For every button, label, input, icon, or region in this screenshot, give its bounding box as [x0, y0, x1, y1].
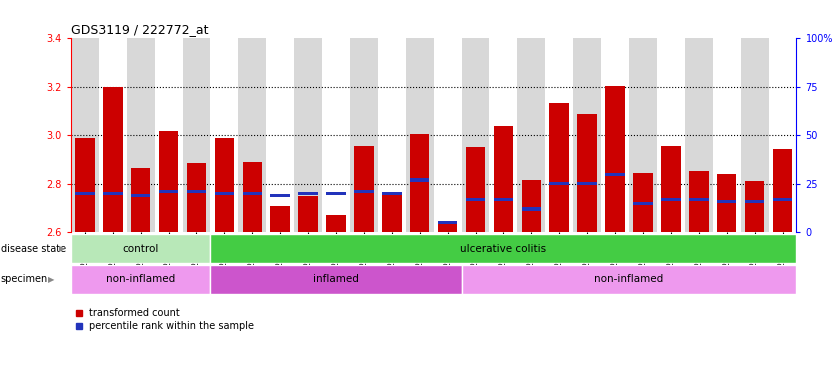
Bar: [214, 192, 234, 195]
Bar: [187, 190, 206, 193]
Bar: [266, 38, 294, 232]
Bar: [158, 190, 178, 193]
Bar: [550, 182, 569, 185]
Bar: [127, 38, 154, 232]
Bar: [322, 38, 350, 232]
Bar: [243, 192, 262, 195]
Bar: [243, 162, 262, 232]
Bar: [158, 131, 178, 232]
Bar: [71, 38, 98, 232]
Bar: [210, 265, 461, 294]
Bar: [577, 182, 597, 185]
Bar: [131, 168, 150, 232]
Bar: [410, 179, 430, 182]
Bar: [773, 198, 792, 201]
Bar: [717, 174, 736, 232]
Bar: [75, 138, 94, 232]
Bar: [131, 194, 150, 197]
Bar: [741, 38, 769, 232]
Text: control: control: [123, 243, 158, 254]
Bar: [605, 86, 625, 232]
Bar: [187, 163, 206, 232]
Text: disease state: disease state: [1, 243, 66, 254]
Text: non-inflamed: non-inflamed: [595, 274, 664, 285]
Text: specimen: specimen: [1, 274, 48, 285]
Bar: [326, 215, 346, 232]
Bar: [769, 38, 796, 232]
Bar: [550, 103, 569, 232]
Bar: [661, 198, 681, 201]
Bar: [689, 170, 709, 232]
Bar: [745, 181, 765, 232]
Bar: [210, 234, 796, 263]
Bar: [183, 38, 210, 232]
Bar: [270, 206, 290, 232]
Bar: [661, 146, 681, 232]
Bar: [71, 265, 210, 294]
Bar: [657, 38, 685, 232]
Bar: [438, 221, 457, 224]
Bar: [434, 38, 461, 232]
Bar: [103, 87, 123, 232]
Bar: [545, 38, 573, 232]
Bar: [717, 200, 736, 203]
Bar: [521, 180, 541, 232]
Bar: [494, 198, 513, 201]
Bar: [573, 38, 601, 232]
Bar: [517, 38, 545, 232]
Bar: [406, 38, 434, 232]
Bar: [465, 198, 485, 201]
Bar: [103, 192, 123, 195]
Bar: [354, 190, 374, 193]
Text: inflamed: inflamed: [313, 274, 359, 285]
Bar: [299, 196, 318, 232]
Bar: [378, 38, 406, 232]
Bar: [154, 38, 183, 232]
Bar: [461, 38, 490, 232]
Bar: [270, 194, 290, 197]
Bar: [75, 192, 94, 195]
Bar: [494, 126, 513, 232]
Text: GDS3119 / 222772_at: GDS3119 / 222772_at: [71, 23, 208, 36]
Bar: [605, 172, 625, 176]
Bar: [490, 38, 517, 232]
Bar: [689, 198, 709, 201]
Text: ulcerative colitis: ulcerative colitis: [460, 243, 546, 254]
Bar: [633, 173, 653, 232]
Text: ▶: ▶: [48, 275, 54, 284]
Bar: [326, 192, 346, 195]
Bar: [629, 38, 657, 232]
Text: ▶: ▶: [59, 244, 66, 253]
Bar: [410, 134, 430, 232]
Bar: [633, 202, 653, 205]
Bar: [294, 38, 322, 232]
Bar: [350, 38, 378, 232]
Text: non-inflamed: non-inflamed: [106, 274, 175, 285]
Legend: transformed count, percentile rank within the sample: transformed count, percentile rank withi…: [76, 308, 254, 331]
Bar: [354, 146, 374, 232]
Bar: [438, 224, 457, 232]
Bar: [461, 265, 796, 294]
Bar: [98, 38, 127, 232]
Bar: [713, 38, 741, 232]
Bar: [601, 38, 629, 232]
Bar: [210, 38, 239, 232]
Bar: [577, 114, 597, 232]
Bar: [382, 192, 402, 232]
Bar: [521, 207, 541, 211]
Bar: [745, 200, 765, 203]
Bar: [299, 192, 318, 195]
Bar: [239, 38, 266, 232]
Bar: [685, 38, 713, 232]
Bar: [773, 149, 792, 232]
Bar: [465, 147, 485, 232]
Bar: [382, 192, 402, 195]
Bar: [214, 138, 234, 232]
Bar: [71, 234, 210, 263]
